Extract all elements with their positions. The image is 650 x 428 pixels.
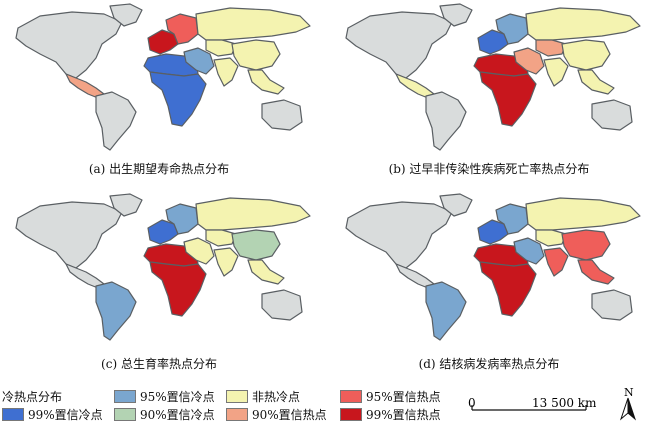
region-centralAmerica bbox=[65, 73, 105, 99]
region-russia bbox=[195, 197, 311, 231]
region-southAmerica bbox=[425, 91, 467, 151]
region-europeEast bbox=[495, 13, 529, 45]
world-map bbox=[345, 3, 641, 151]
region-greenland bbox=[439, 3, 473, 27]
region-subSaharan bbox=[149, 261, 207, 317]
map-panel-c bbox=[0, 190, 318, 346]
region-southeastAsia bbox=[577, 259, 615, 285]
region-europeEast bbox=[165, 13, 199, 45]
legend-swatch bbox=[114, 408, 136, 421]
region-centralAsia bbox=[535, 229, 567, 247]
region-greenland bbox=[109, 193, 143, 217]
region-southAsia bbox=[213, 247, 239, 277]
north-arrow-icon: N bbox=[619, 386, 637, 421]
region-centralAmerica bbox=[395, 73, 435, 99]
region-middleEast bbox=[513, 237, 545, 265]
region-northAmerica bbox=[15, 201, 123, 269]
world-map bbox=[15, 193, 311, 341]
caption-b: (b) 过早非传染性疾病死亡率热点分布 bbox=[388, 162, 590, 176]
region-china bbox=[231, 229, 281, 261]
region-subSaharan bbox=[479, 261, 537, 317]
legend-swatch bbox=[226, 390, 248, 403]
map-panel-a bbox=[0, 0, 318, 156]
region-europeWest bbox=[147, 29, 179, 55]
legend-label: 90%置信热点 bbox=[252, 408, 327, 422]
region-europeWest bbox=[147, 219, 179, 245]
world-map bbox=[15, 3, 311, 151]
legend-item-hot99: 99%置信热点 bbox=[340, 406, 441, 423]
region-southeastAsia bbox=[247, 259, 285, 285]
region-southAmerica bbox=[95, 91, 137, 151]
region-centralAsia bbox=[205, 229, 237, 247]
region-northAmerica bbox=[15, 11, 123, 79]
legend-label: 90%置信冷点 bbox=[140, 408, 215, 422]
legend-label: 99%置信冷点 bbox=[28, 408, 103, 422]
region-southeastAsia bbox=[577, 69, 615, 95]
region-greenland bbox=[109, 3, 143, 27]
legend-item-cold90: 90%置信冷点 bbox=[114, 406, 215, 423]
region-russia bbox=[525, 197, 641, 231]
region-centralAsia bbox=[205, 39, 237, 57]
region-southAsia bbox=[543, 247, 569, 277]
region-centralAmerica bbox=[65, 263, 105, 289]
region-northAmerica bbox=[345, 11, 453, 79]
caption-c: (c) 总生育率热点分布 bbox=[101, 357, 217, 371]
region-southAsia bbox=[543, 57, 569, 87]
caption-a: (a) 出生期望寿命热点分布 bbox=[88, 162, 230, 176]
region-europeWest bbox=[477, 219, 509, 245]
legend-label: 99%置信热点 bbox=[366, 408, 441, 422]
region-subSaharan bbox=[149, 71, 207, 127]
north-letter: N bbox=[624, 386, 634, 399]
legend-swatch bbox=[340, 408, 362, 421]
region-subSaharan bbox=[479, 71, 537, 127]
region-middleEast bbox=[513, 47, 545, 75]
region-china bbox=[561, 39, 611, 71]
region-europeEast bbox=[495, 203, 529, 235]
region-australia bbox=[591, 289, 633, 321]
legend-label: 95%置信冷点 bbox=[140, 390, 215, 404]
region-russia bbox=[525, 7, 641, 41]
region-northAmerica bbox=[345, 201, 453, 269]
region-russia bbox=[195, 7, 311, 41]
region-china bbox=[561, 229, 611, 261]
region-southAmerica bbox=[95, 281, 137, 341]
legend-label: 95%置信热点 bbox=[366, 390, 441, 404]
scale-bar: 0 13 500 km bbox=[468, 396, 596, 411]
region-europeEast bbox=[165, 203, 199, 235]
region-southAmerica bbox=[425, 281, 467, 341]
legend-item-none: 非热冷点 bbox=[226, 388, 300, 405]
region-centralAmerica bbox=[395, 263, 435, 289]
region-australia bbox=[591, 99, 633, 131]
legend-item-cold99: 99%置信冷点 bbox=[2, 406, 103, 423]
region-southeastAsia bbox=[247, 69, 285, 95]
legend-item-hot95: 95%置信热点 bbox=[340, 388, 441, 405]
legend-swatch bbox=[226, 408, 248, 421]
scale-end-label: 13 500 km bbox=[532, 396, 596, 410]
region-middleEast bbox=[183, 47, 215, 75]
region-australia bbox=[261, 99, 303, 131]
legend-swatch bbox=[114, 390, 136, 403]
legend-label: 非热冷点 bbox=[252, 390, 301, 404]
map-panel-b bbox=[330, 0, 648, 156]
region-australia bbox=[261, 289, 303, 321]
legend-item-hot90: 90%置信热点 bbox=[226, 406, 327, 423]
map-panel-d bbox=[330, 190, 648, 346]
world-map bbox=[345, 193, 641, 341]
region-europeWest bbox=[477, 29, 509, 55]
legend-swatch bbox=[340, 390, 362, 403]
region-middleEast bbox=[183, 237, 215, 265]
caption-d: (d) 结核病发病率热点分布 bbox=[418, 357, 560, 371]
region-china bbox=[231, 39, 281, 71]
region-greenland bbox=[439, 193, 473, 217]
region-southAsia bbox=[213, 57, 239, 87]
region-centralAsia bbox=[535, 39, 567, 57]
scale-start-label: 0 bbox=[468, 396, 476, 410]
legend-swatch bbox=[2, 408, 24, 421]
legend-item-cold95: 95%置信冷点 bbox=[114, 388, 215, 405]
legend-title: 冷热点分布 bbox=[2, 390, 63, 404]
